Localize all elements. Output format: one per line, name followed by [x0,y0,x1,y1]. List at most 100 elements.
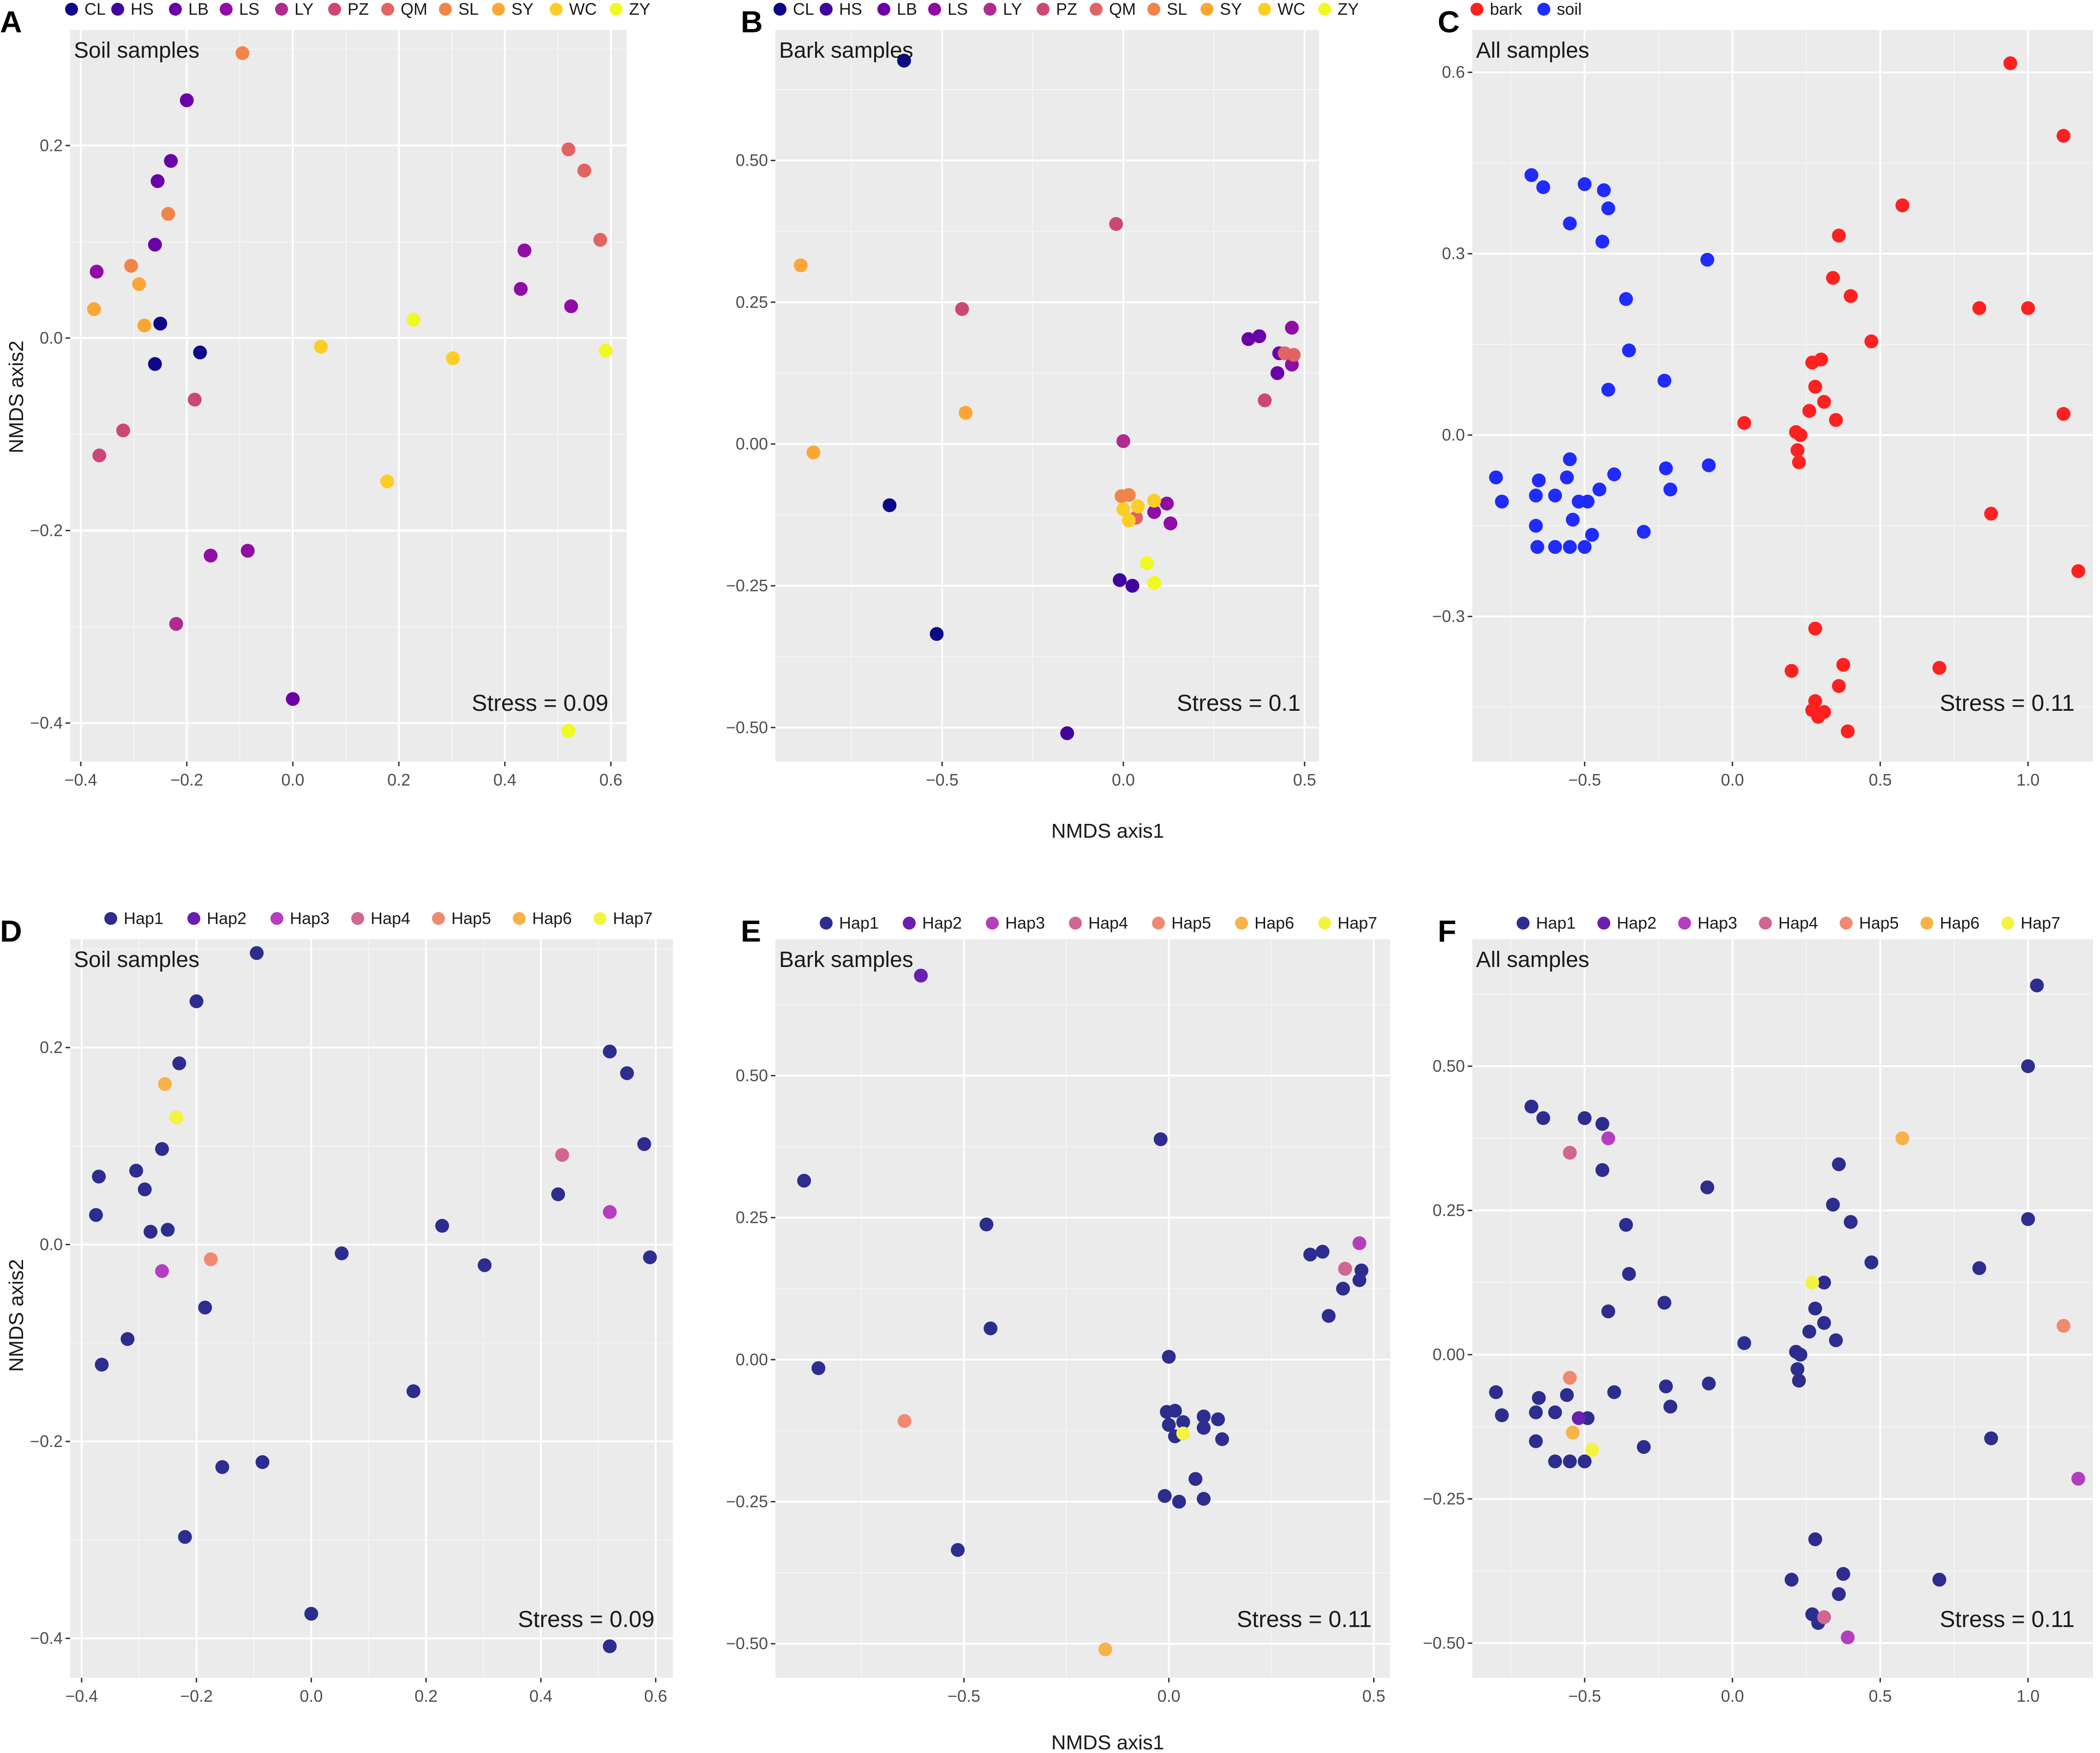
legend-swatch [984,3,996,16]
data-point [1158,1489,1172,1503]
data-point [914,968,928,983]
legend-swatch [1090,3,1103,16]
data-point [959,406,973,420]
data-point [551,1187,565,1201]
data-point [1116,434,1130,448]
data-points [797,968,1368,1657]
panel-e: E Hap1 Hap2 Hap3 Hap4 Hap5 Hap6 Hap7 −0.5 0.0 0.5 −… [726,913,1390,1753]
data-point [561,724,576,738]
data-point [514,282,528,296]
panel-title: Bark samples [779,948,913,972]
legend-label: QM [401,0,427,18]
panel-letter: B [741,5,763,39]
legend-swatch [1147,3,1160,16]
data-point [1784,664,1799,678]
data-point [204,1252,218,1267]
x-tick-label: 0.0 [1721,1687,1744,1705]
data-point [1802,404,1817,418]
data-point [120,1332,135,1346]
data-point [1211,1412,1225,1426]
data-point [2003,56,2017,71]
data-point [1524,168,1539,182]
data-point [603,1205,617,1219]
legend-label: PZ [348,0,369,18]
y-tick-label: −0.50 [726,718,768,737]
data-point [1125,579,1140,593]
data-point [1113,573,1127,587]
legend-label: Hap3 [290,909,330,928]
panel-a: A CL HS LB LS LY PZ QM SL SY WC ZY −0.4 −0.2 0.0 0.2 0.4… [0,0,650,789]
x-tick-label: −0.4 [64,770,97,789]
legend-label: PZ [1056,0,1077,18]
data-point [897,1414,912,1428]
data-point [1489,470,1503,485]
data-point [1808,1302,1822,1315]
legend-swatch [877,3,890,16]
legend-swatch [492,3,505,16]
data-point [1164,516,1178,530]
y-tick-label: −0.50 [1423,1633,1465,1652]
data-point [124,258,138,273]
data-point [1548,540,1562,554]
data-point [1790,443,1805,457]
data-point [1601,201,1615,216]
legend-swatch [275,3,288,16]
data-point [215,1460,229,1474]
data-point [1315,1244,1330,1259]
data-point [1932,660,1946,675]
legend-label: CL [84,0,106,18]
x-tick-label: −0.5 [926,770,959,789]
data-point [1595,1163,1609,1177]
data-point [1532,1391,1546,1405]
legend-label: SL [1167,0,1187,18]
y-tick-label: −0.25 [1423,1489,1465,1508]
x-tick-label: −0.5 [948,1687,980,1705]
data-point [1153,1132,1168,1147]
legend-label: Hap2 [1617,913,1656,932]
panel-d: D Hap1 Hap2 Hap3 Hap4 Hap5 Hap6 Hap7 −0.4 −0.2 0.0… [0,909,673,1705]
data-point [882,498,897,512]
panel-b: B CL HS LB LS LY PZ QM SL SY WC ZY −0.5 0.0 0.5 −0.50 −0… [726,0,1359,842]
y-tick-label: 0.25 [1433,1201,1465,1220]
data-point [603,1639,617,1653]
data-point [1176,1426,1190,1441]
data-point [1585,1443,1599,1457]
legend-label: Hap5 [451,909,491,928]
legend-swatch [270,912,283,925]
y-tick-label: −0.50 [726,1634,768,1653]
legend-label: Hap7 [2021,913,2060,932]
data-point [1700,1180,1715,1195]
legend-swatch [432,912,445,925]
data-point [1060,726,1074,740]
legend-swatch [65,3,78,16]
legend: CL HS LB LS LY PZ QM SL SY WC ZY [774,0,1359,18]
data-point [1131,499,1145,514]
plot-background [70,30,627,762]
data-point [180,93,194,108]
legend-label: bark [1490,0,1523,18]
legend-swatch [111,3,124,16]
data-point [1258,393,1272,408]
data-point [1843,1215,1858,1229]
data-point [1168,1404,1182,1418]
data-point [1784,1573,1799,1587]
legend: Hap1 Hap2 Hap3 Hap4 Hap5 Hap6 Hap7 [820,913,1377,932]
y-tick-label: −0.3 [1432,607,1465,626]
data-point [1841,724,1855,738]
panel-letter: D [0,914,22,948]
x-tick-label: −0.5 [1568,1687,1601,1705]
data-point [1895,198,1909,212]
x-tick-label: 0.4 [493,770,516,789]
data-point [1563,452,1577,467]
legend-label: WC [569,0,597,18]
data-point [555,1148,569,1162]
data-point [286,692,300,706]
x-tick-label: 1.0 [2016,1687,2040,1705]
data-point [1176,1415,1190,1429]
data-point [1657,1296,1672,1310]
data-point [1352,1273,1367,1287]
data-point [148,357,162,371]
data-point [1495,1408,1509,1423]
data-points [89,946,657,1653]
data-point [2056,407,2070,421]
